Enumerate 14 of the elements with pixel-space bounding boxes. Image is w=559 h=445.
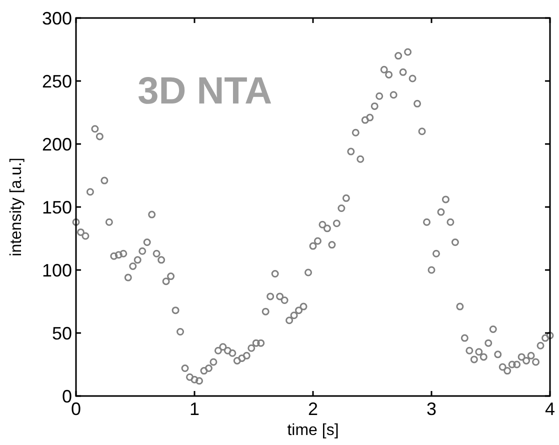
y-tick-label: 250 <box>42 71 72 92</box>
x-tick-label: 4 <box>544 399 556 419</box>
x-tick-label: 3 <box>426 399 437 419</box>
x-axis-title: time [s] <box>287 422 339 439</box>
y-tick-label: 300 <box>42 8 72 28</box>
x-tick-label: 1 <box>189 399 200 419</box>
y-tick-label: 100 <box>42 260 72 280</box>
y-tick-label: 0 <box>62 386 72 406</box>
y-tick-label: 150 <box>42 197 72 218</box>
annotation: 3D NTA <box>138 70 272 113</box>
y-tick-label: 200 <box>42 134 72 154</box>
y-axis-title: intensity [a.u.] <box>8 158 25 256</box>
y-tick-label: 50 <box>52 323 72 344</box>
x-tick-label: 2 <box>308 399 318 419</box>
